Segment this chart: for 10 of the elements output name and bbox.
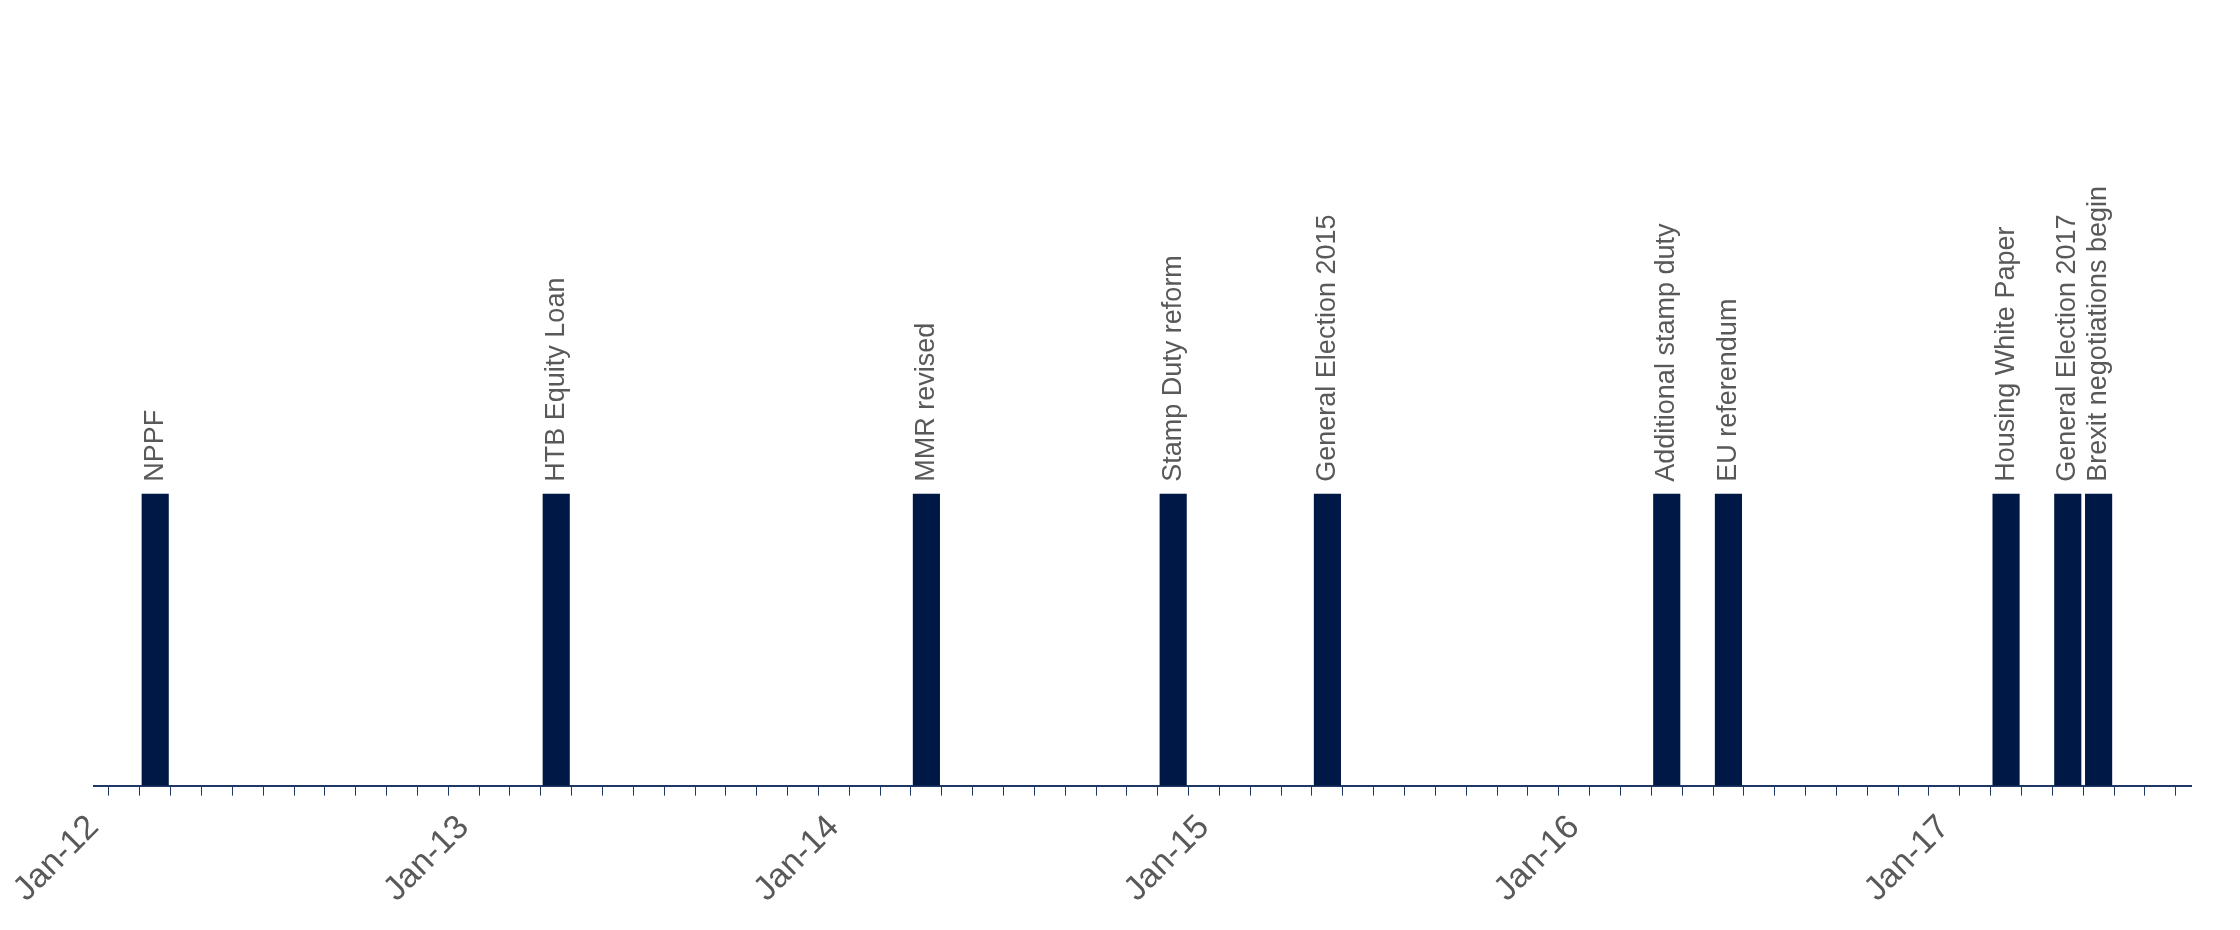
text: General Election 2017 bbox=[2051, 214, 2082, 482]
text: Stamp Duty reform bbox=[1156, 255, 1187, 482]
text: MMR revised bbox=[909, 322, 940, 482]
text: Housing White Paper bbox=[1989, 226, 2020, 482]
text: HTB Equity Loan bbox=[539, 277, 570, 482]
text: EU referendum bbox=[1711, 298, 1742, 482]
text: Brexit negotiations begin bbox=[2082, 186, 2113, 482]
text: Additional stamp duty bbox=[1650, 223, 1681, 482]
text: General Election 2015 bbox=[1310, 214, 1341, 482]
text: NPPF bbox=[138, 409, 169, 482]
